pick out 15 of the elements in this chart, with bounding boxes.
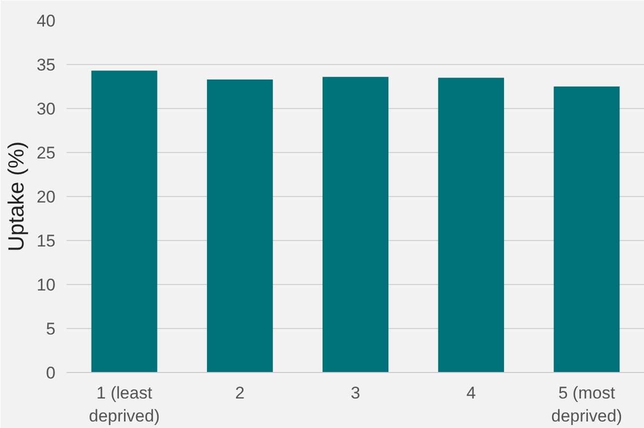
x-tick-label: 4 <box>466 384 476 402</box>
x-tick-label: 5 (most deprived) <box>551 384 622 426</box>
y-tick-label: 15 <box>36 232 56 250</box>
x-tick-label: 1 (least deprived) <box>88 384 160 426</box>
x-tick-label: 3 <box>350 384 360 402</box>
x-tick-label: 2 <box>235 384 245 402</box>
y-tick-label: 0 <box>46 364 56 382</box>
y-tick-label: 35 <box>36 56 56 74</box>
y-axis-title: Uptake (%) <box>4 141 29 252</box>
y-tick-label: 30 <box>36 100 56 118</box>
y-tick-label: 25 <box>36 144 56 162</box>
y-tick-label: 40 <box>36 12 56 30</box>
y-tick-label: 10 <box>36 276 56 294</box>
y-tick-label: 20 <box>36 188 56 206</box>
y-tick-label: 5 <box>46 320 56 338</box>
